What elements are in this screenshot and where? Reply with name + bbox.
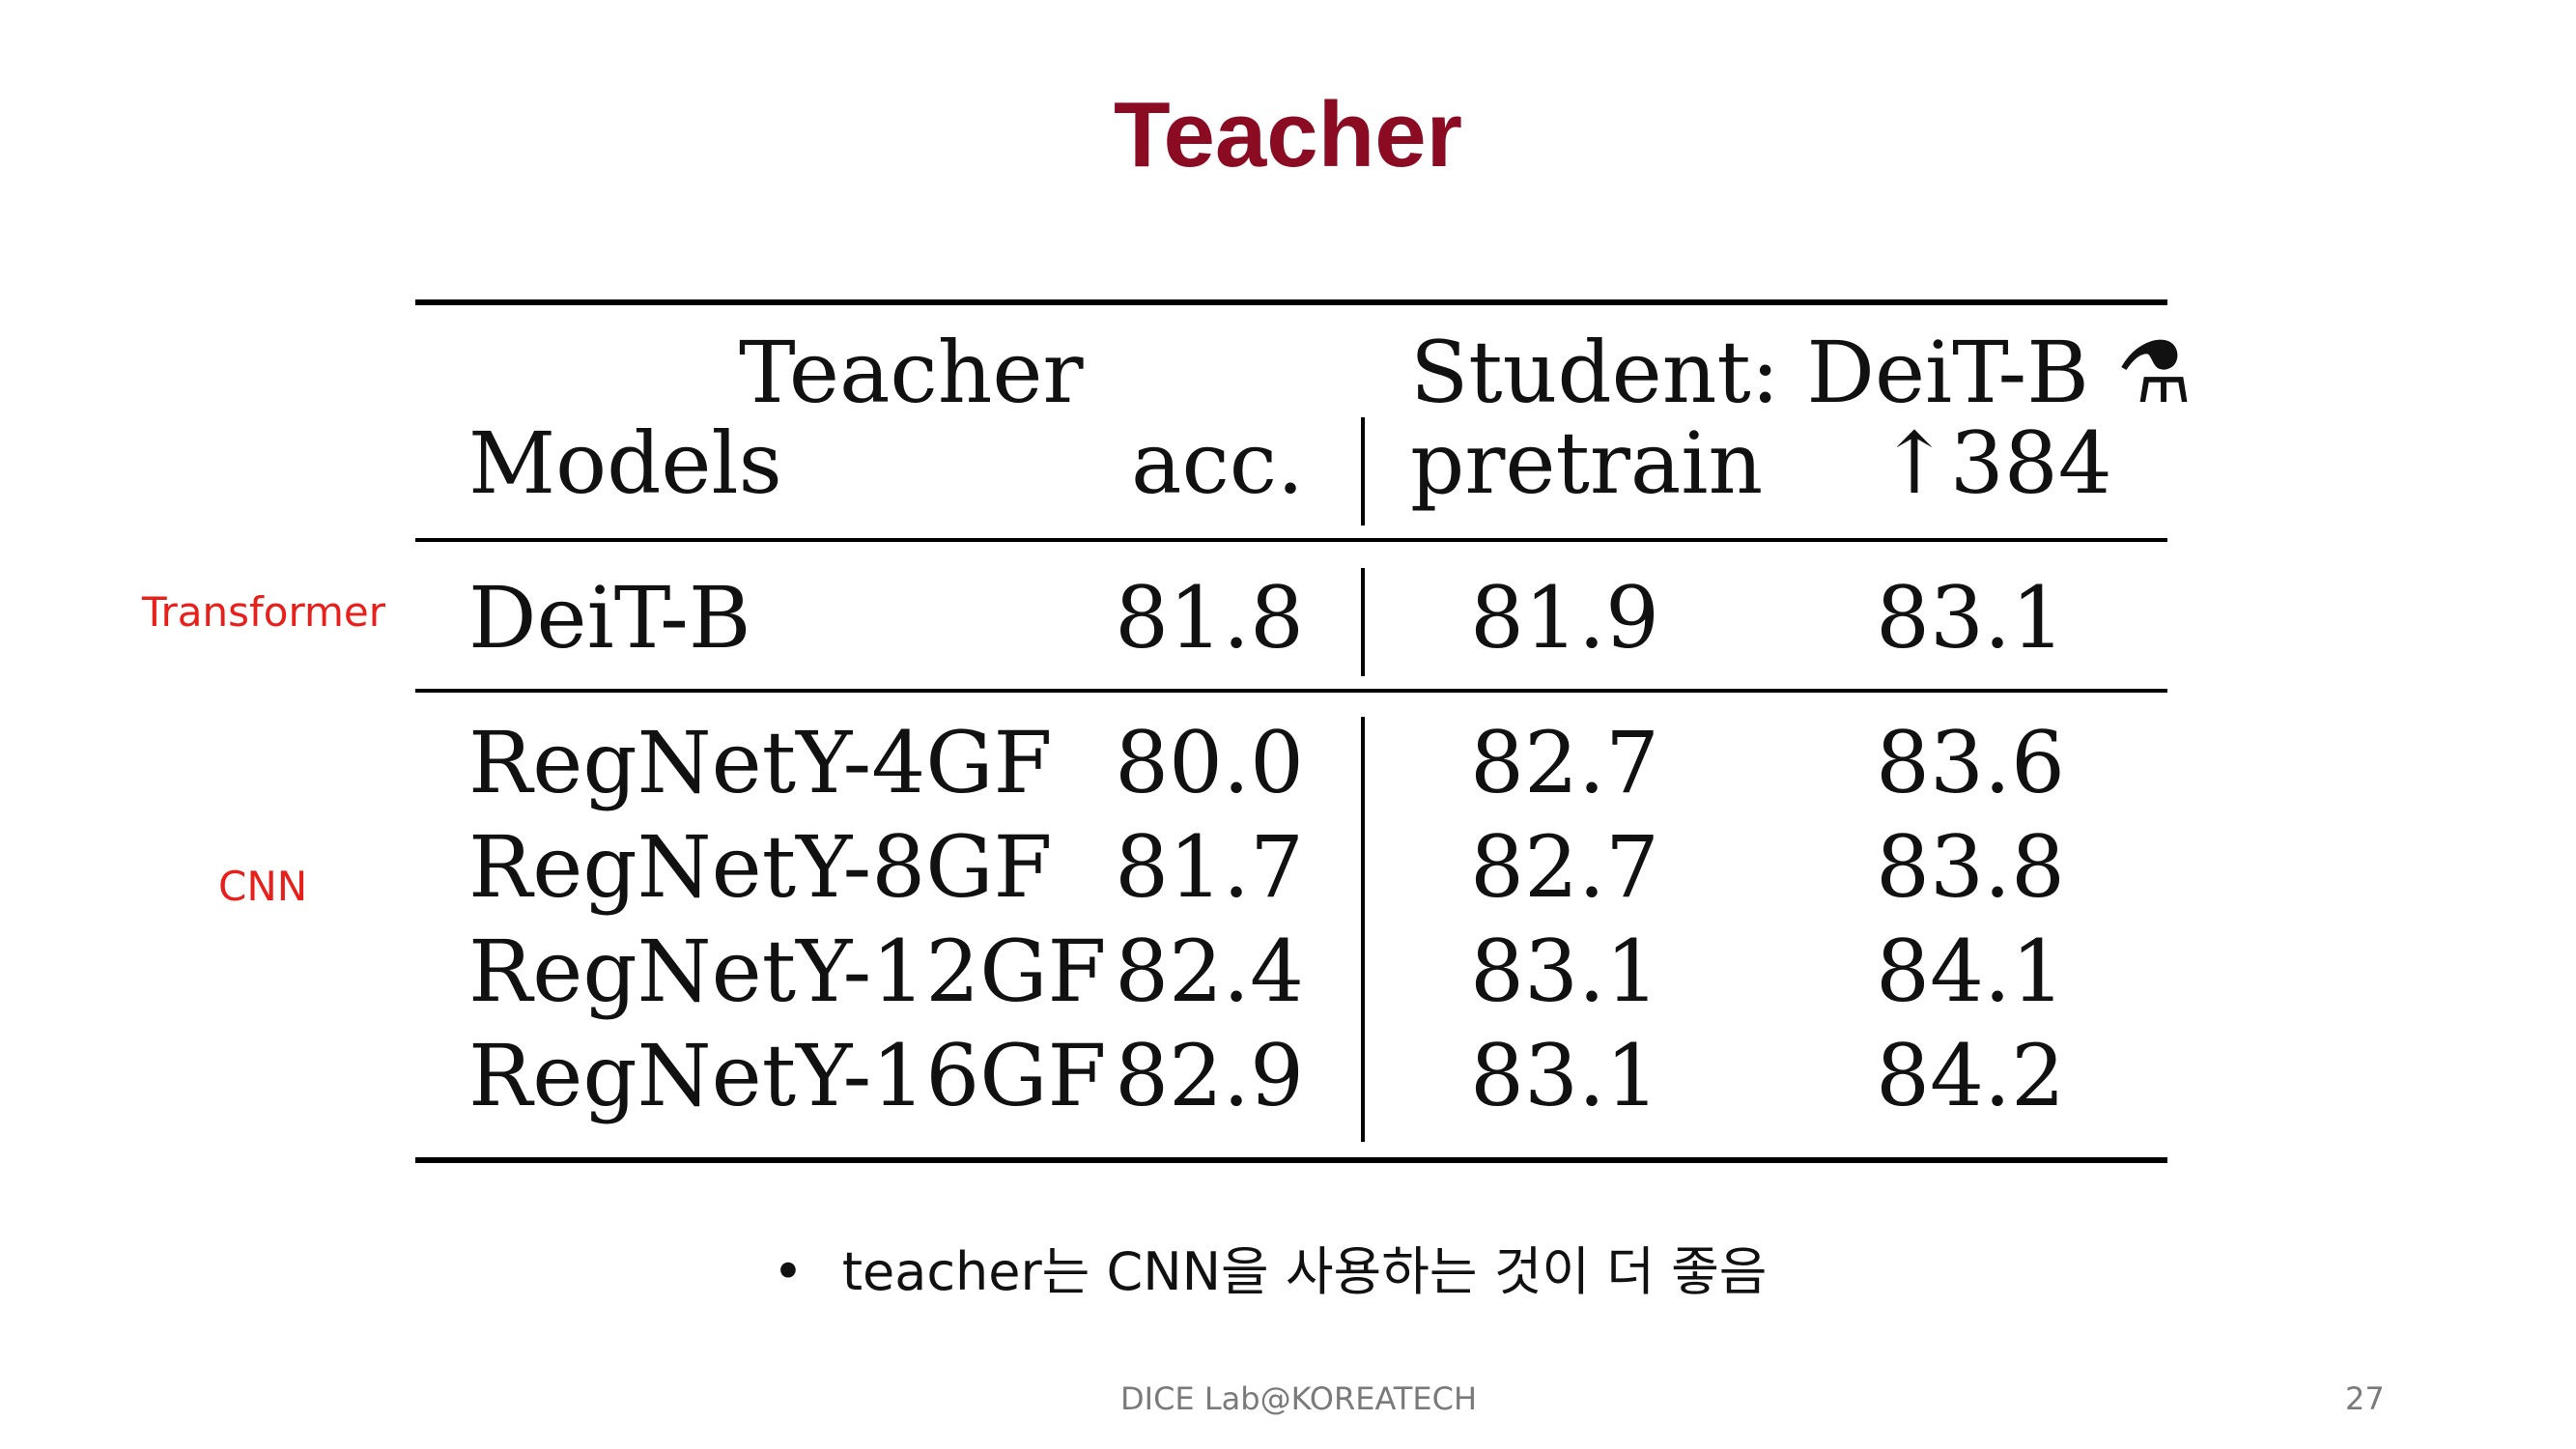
bullet-text: teacher는 CNN을 사용하는 것이 더 좋음	[841, 1241, 1768, 1302]
cell-res384: 83.6	[1876, 713, 2065, 812]
footer-lab: DICE Lab@KOREATECH	[1120, 1380, 1478, 1417]
bullet-marker: •	[773, 1241, 804, 1302]
cell-model: RegNetY-16GF	[468, 1026, 1107, 1125]
cell-res384: 83.8	[1876, 817, 2065, 917]
bullet-point: • teacher는 CNN을 사용하는 것이 더 좋음	[773, 1246, 1767, 1298]
page-number: 27	[2345, 1380, 2385, 1417]
column-separator	[1361, 568, 1365, 676]
cell-acc: 81.7	[1115, 817, 1304, 917]
cell-pretrain: 81.9	[1470, 568, 1659, 668]
header-student-group: Student: DeiT-B ⚗	[1410, 323, 2193, 422]
header-models: Models	[468, 413, 782, 513]
table-top-rule	[415, 299, 2167, 305]
header-res384: ↑384	[1879, 413, 2112, 513]
cell-acc: 82.4	[1115, 922, 1304, 1021]
cell-acc: 82.9	[1115, 1026, 1304, 1125]
header-teacher-group: Teacher	[739, 323, 1084, 422]
cell-acc: 80.0	[1115, 713, 1304, 812]
side-label-cnn: CNN	[218, 863, 308, 910]
header-acc: acc.	[1130, 413, 1304, 513]
column-separator	[1361, 717, 1365, 1142]
cell-model: RegNetY-8GF	[468, 817, 1053, 917]
cell-pretrain: 83.1	[1470, 1026, 1659, 1125]
table-group-rule	[415, 689, 2167, 693]
cell-pretrain: 82.7	[1470, 713, 1659, 812]
cell-model: DeiT-B	[468, 568, 751, 668]
cell-model: RegNetY-4GF	[468, 713, 1053, 812]
cell-pretrain: 83.1	[1470, 922, 1659, 1021]
column-separator	[1361, 417, 1365, 526]
slide-title: Teacher	[1113, 83, 1463, 186]
cell-pretrain: 82.7	[1470, 817, 1659, 917]
cell-res384: 84.2	[1876, 1026, 2065, 1125]
header-pretrain: pretrain	[1410, 413, 1764, 513]
cell-res384: 84.1	[1876, 922, 2065, 1021]
cell-acc: 81.8	[1115, 568, 1304, 668]
table-header-rule	[415, 538, 2167, 542]
side-label-transformer: Transformer	[142, 588, 386, 636]
cell-res384: 83.1	[1876, 568, 2065, 668]
table-bottom-rule	[415, 1157, 2167, 1163]
cell-model: RegNetY-12GF	[468, 922, 1107, 1021]
